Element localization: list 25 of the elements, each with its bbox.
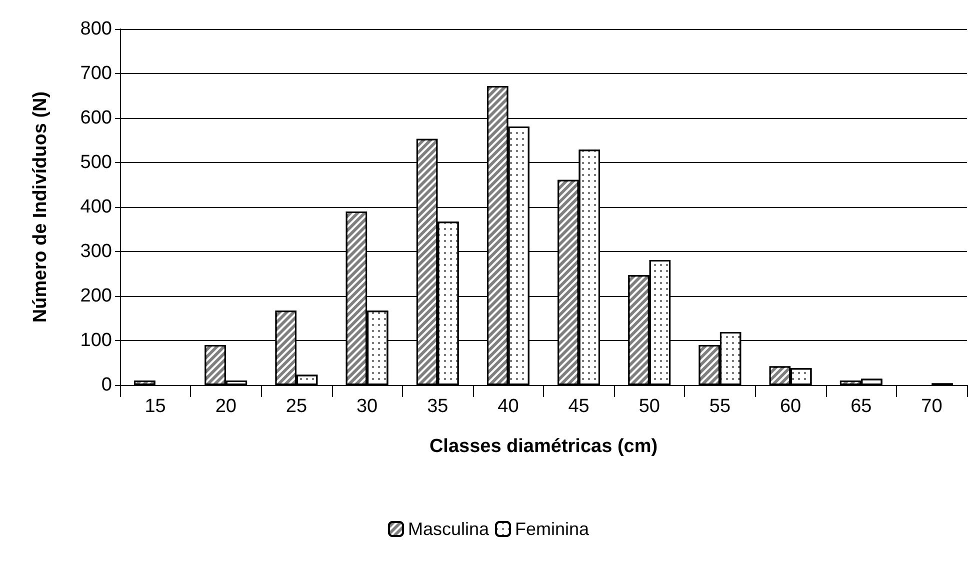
legend-label: Masculina	[408, 519, 490, 539]
x-tick-label: 70	[921, 396, 942, 417]
x-tick-label: 15	[144, 396, 166, 417]
y-tick-label: 300	[80, 241, 112, 262]
y-axis-title: Número de Indivíduos (N)	[30, 91, 51, 323]
x-tick-label: 40	[498, 396, 519, 417]
legend-label: Feminina	[515, 519, 590, 539]
x-tick-label: 55	[709, 396, 731, 417]
x-tick-label: 65	[850, 396, 872, 417]
x-tick-label: 45	[568, 396, 590, 417]
y-tick-label: 600	[80, 108, 112, 128]
x-tick-label: 60	[780, 396, 802, 417]
x-tick-label: 50	[638, 396, 660, 417]
x-tick-label: 20	[215, 396, 236, 417]
y-tick-label: 700	[80, 63, 112, 84]
x-tick-label: 30	[356, 396, 378, 417]
x-axis-title: Classes diamétricas (cm)	[429, 436, 658, 457]
y-tick-label: 400	[80, 196, 112, 218]
y-tick-label: 800	[80, 18, 112, 40]
x-tick-label: 35	[427, 396, 448, 417]
y-tick-label: 500	[80, 152, 112, 173]
y-tick-label: 200	[80, 286, 112, 306]
y-tick-label: 100	[80, 330, 112, 351]
y-tick-label: 0	[101, 374, 112, 396]
x-tick-label: 25	[286, 396, 308, 417]
